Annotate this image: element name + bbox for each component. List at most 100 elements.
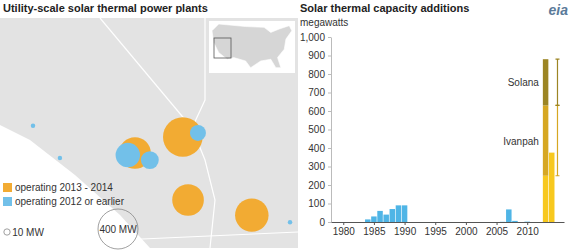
bar <box>549 153 555 222</box>
y-tick-mark <box>328 167 331 168</box>
logo: eia <box>549 2 569 18</box>
state-border <box>120 232 298 240</box>
bar-title: Solar thermal capacity additions <box>300 2 469 14</box>
y-tick-label: 200 <box>308 180 325 191</box>
state-border <box>100 18 192 128</box>
map-title: Utility-scale solar thermal power plants <box>3 2 208 14</box>
bar <box>506 209 512 222</box>
x-tick: 1985 <box>363 222 386 237</box>
annotations: IvanpahSolana <box>503 59 559 176</box>
plant-bubble <box>172 184 204 216</box>
map-background <box>0 18 298 248</box>
size-legend-label: 10 MW <box>12 227 44 238</box>
y-tick-label: 900 <box>308 50 325 61</box>
bar <box>524 221 530 222</box>
x-tick-label: 1980 <box>333 226 356 237</box>
y-tick-label: 1,000 <box>300 32 325 43</box>
x-tick: 2000 <box>455 222 478 237</box>
legend-swatch <box>3 197 12 206</box>
plant-bubble <box>58 156 62 160</box>
chart-svg: Utility-scale solar thermal power plants… <box>0 0 575 251</box>
x-tick-label: 1985 <box>363 226 386 237</box>
plant-bubble <box>141 151 159 169</box>
x-tick-mark <box>405 222 406 225</box>
y-tick-label: 100 <box>308 198 325 209</box>
x-tick-mark <box>466 222 467 225</box>
y-tick: 300 <box>308 161 331 172</box>
y-tick: 800 <box>308 69 331 80</box>
x-tick-mark <box>527 222 528 225</box>
annotation-label: Solana <box>508 77 540 88</box>
plant-bubble <box>116 143 140 167</box>
x-tick-label: 1990 <box>394 226 417 237</box>
y-axis: 0 100 200 300 400 500 600 700 800 900 1,000 <box>300 32 332 228</box>
bubbles <box>31 117 293 232</box>
y-tick: 400 <box>308 143 331 154</box>
y-tick: 700 <box>308 87 331 98</box>
y-tick-label: 500 <box>308 124 325 135</box>
size-legend-circle <box>98 209 138 249</box>
y-tick-mark <box>328 74 331 75</box>
x-tick-label: 2005 <box>486 226 509 237</box>
bar <box>377 211 383 222</box>
y-tick-mark <box>328 93 331 94</box>
y-tick: 0 <box>319 217 331 228</box>
y-tick-label: 700 <box>308 87 325 98</box>
bar <box>371 216 377 222</box>
land <box>0 18 298 248</box>
x-tick-mark <box>435 222 436 225</box>
y-tick: 100 <box>308 198 331 209</box>
y-tick-label: 0 <box>319 217 325 228</box>
y-axis-line <box>331 38 332 223</box>
legend-label: operating 2012 or earlier <box>15 196 125 207</box>
y-tick-label: 800 <box>308 69 325 80</box>
y-tick-mark <box>328 130 331 131</box>
y-tick-mark <box>328 56 331 57</box>
bar <box>500 221 506 222</box>
y-tick-mark <box>328 204 331 205</box>
map-legend: operating 2013 - 2014 operating 2012 or e… <box>3 182 138 249</box>
y-tick: 600 <box>308 106 331 117</box>
x-tick: 1995 <box>425 222 448 237</box>
plant-bubble <box>190 125 206 141</box>
x-tick: 2010 <box>517 222 540 237</box>
y-tick: 500 <box>308 124 331 135</box>
x-tick: 1990 <box>394 222 417 237</box>
legend-label: operating 2013 - 2014 <box>15 182 113 193</box>
inset-map <box>209 21 295 73</box>
plant-bubble <box>31 124 35 128</box>
y-tick: 200 <box>308 180 331 191</box>
inset-box <box>214 38 231 58</box>
y-axis-title: megawatts <box>300 17 348 28</box>
y-tick: 900 <box>308 50 331 61</box>
bar <box>390 209 396 222</box>
chart-root: Utility-scale solar thermal power plants… <box>0 0 575 251</box>
bar <box>543 59 549 105</box>
annotation-bracket <box>555 105 559 175</box>
plant-bubble <box>235 198 268 231</box>
x-tick-mark <box>497 222 498 225</box>
inset-background <box>209 21 295 73</box>
bar <box>365 219 371 222</box>
annotation-bracket <box>555 59 559 105</box>
plant-bubble <box>288 220 292 224</box>
bar <box>512 221 518 222</box>
y-tick-label: 400 <box>308 143 325 154</box>
state-border <box>192 18 205 128</box>
size-legend-circle <box>4 229 10 235</box>
bar <box>543 176 549 222</box>
x-tick-label: 2000 <box>455 226 478 237</box>
y-tick-label: 600 <box>308 106 325 117</box>
x-tick: 2005 <box>486 222 509 237</box>
x-tick-label: 2010 <box>517 226 540 237</box>
y-tick-mark <box>328 111 331 112</box>
y-tick-label: 300 <box>308 161 325 172</box>
x-tick-mark <box>374 222 375 225</box>
bar <box>402 205 408 222</box>
legend-swatch <box>3 183 12 192</box>
y-tick-mark <box>328 37 331 38</box>
bar <box>396 205 402 222</box>
y-tick-mark <box>328 148 331 149</box>
x-tick-mark <box>343 222 344 225</box>
x-tick: 1980 <box>333 222 356 237</box>
